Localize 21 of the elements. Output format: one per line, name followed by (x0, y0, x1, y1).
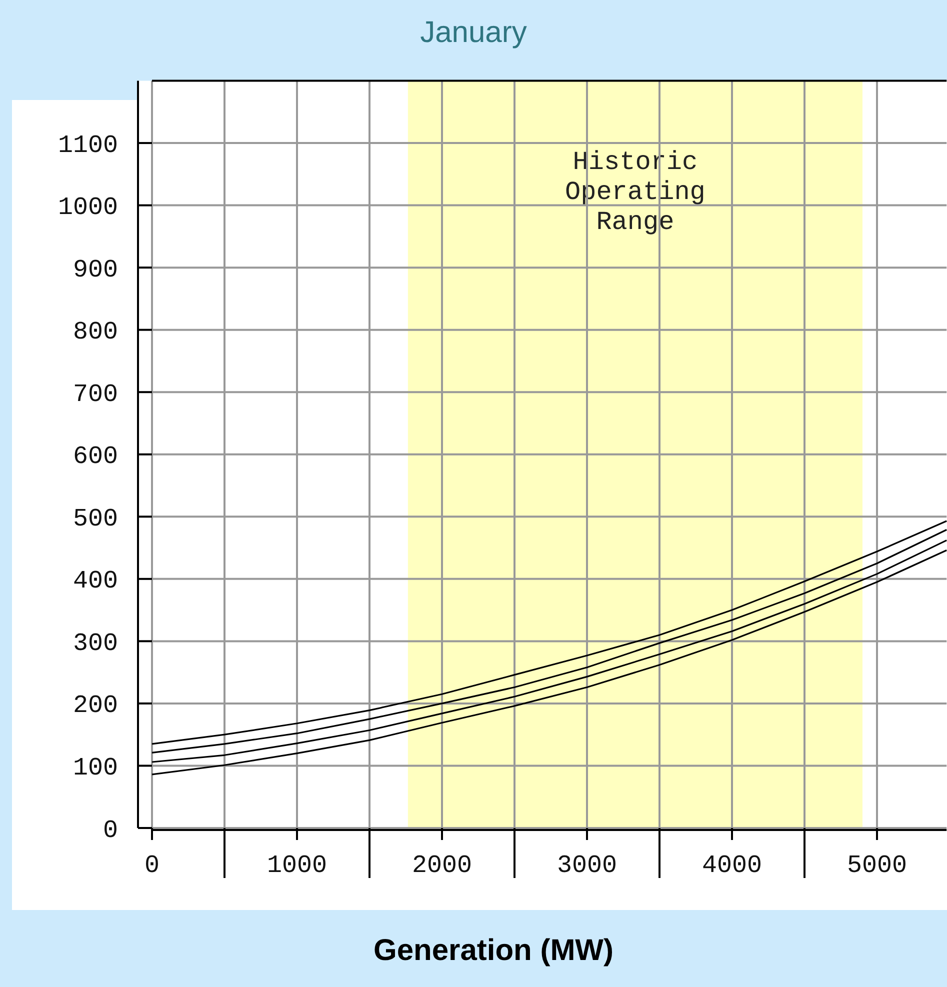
y-tick-label: 200 (72, 691, 118, 720)
y-tick-label: 1100 (58, 130, 118, 160)
y-tick-label: 1000 (58, 193, 118, 222)
y-tick-label: 300 (72, 628, 118, 658)
y-tick-label: 100 (72, 753, 118, 782)
y-tick-label: 0 (102, 816, 118, 845)
y-tick-label: 500 (72, 504, 118, 534)
y-tick-label: 900 (72, 255, 118, 284)
x-tick-label: 5000 (846, 851, 908, 880)
x-tick-label: 3000 (556, 851, 618, 880)
y-tick-label: 600 (72, 442, 118, 472)
x-axis-title: Generation (MW) (374, 934, 614, 967)
y-tick-label: 400 (72, 566, 118, 596)
x-tick-label: 2000 (412, 851, 472, 880)
y-tick-label: 700 (72, 380, 118, 409)
x-tick-label: 1000 (266, 851, 328, 880)
x-tick-label: 0 (144, 851, 160, 880)
chart-title: January (420, 16, 527, 49)
x-tick-label: 4000 (702, 851, 762, 880)
y-tick-label: 800 (72, 318, 118, 347)
band-label: Historic Operating Range (564, 146, 706, 237)
